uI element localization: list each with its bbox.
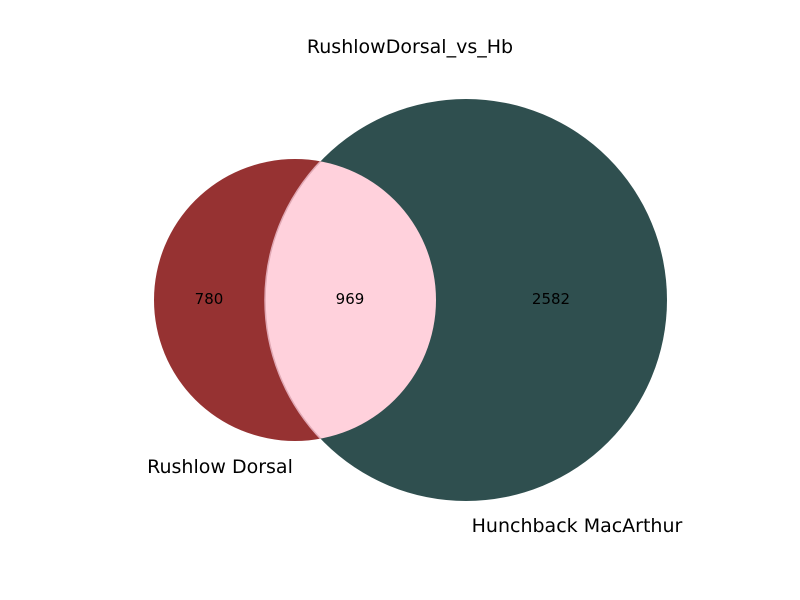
region-count-both: 969 (336, 290, 365, 308)
set-label-rushlow-dorsal: Rushlow Dorsal (147, 456, 293, 478)
chart-title: RushlowDorsal_vs_Hb (307, 36, 513, 58)
intersection-region (265, 159, 436, 441)
intersection-outline (264, 159, 436, 441)
region-count-hunchback-only: 2582 (532, 290, 570, 308)
set-label-hunchback-macarthur: Hunchback MacArthur (472, 515, 683, 537)
region-count-rushlow-only: 780 (195, 290, 224, 308)
